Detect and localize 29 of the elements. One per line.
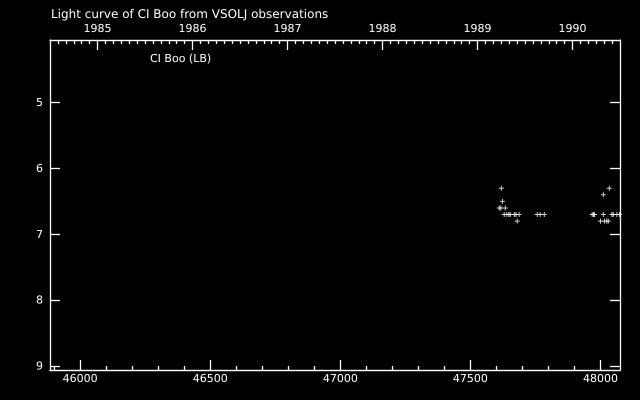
x-tick-label: 46500 xyxy=(192,372,228,385)
point xyxy=(502,205,508,210)
x-tick-label: 47000 xyxy=(322,372,358,385)
y-tick-label: 8 xyxy=(36,294,43,307)
point xyxy=(514,218,520,224)
point xyxy=(616,212,622,218)
x2-tick-label: 1989 xyxy=(464,22,492,35)
point xyxy=(538,212,543,218)
x2-tick-label: 1986 xyxy=(178,22,206,35)
x2-tick-label: 1988 xyxy=(368,22,396,35)
y-tick-label: 5 xyxy=(36,96,43,110)
x2-tick-label: 1987 xyxy=(274,22,302,35)
point xyxy=(516,212,522,218)
point xyxy=(542,212,547,218)
x-tick-label: 46000 xyxy=(62,372,98,385)
point xyxy=(498,186,504,191)
x2-tick-label: 1985 xyxy=(84,22,112,35)
point xyxy=(600,212,606,218)
y-tick-label: 9 xyxy=(36,360,43,373)
x-tick-label: 48000 xyxy=(582,372,618,385)
x2-tick-label: 1990 xyxy=(558,22,586,35)
y-tick-label: 6 xyxy=(36,162,43,175)
x-tick-label: 47500 xyxy=(452,372,488,385)
y-tick-label: 7 xyxy=(36,228,43,241)
chart-title: Light curve of CI Boo from VSOLJ observations xyxy=(51,7,328,21)
point xyxy=(500,198,505,204)
point xyxy=(606,186,612,191)
point xyxy=(600,192,606,198)
annotation: CI Boo (LB) xyxy=(150,52,212,65)
